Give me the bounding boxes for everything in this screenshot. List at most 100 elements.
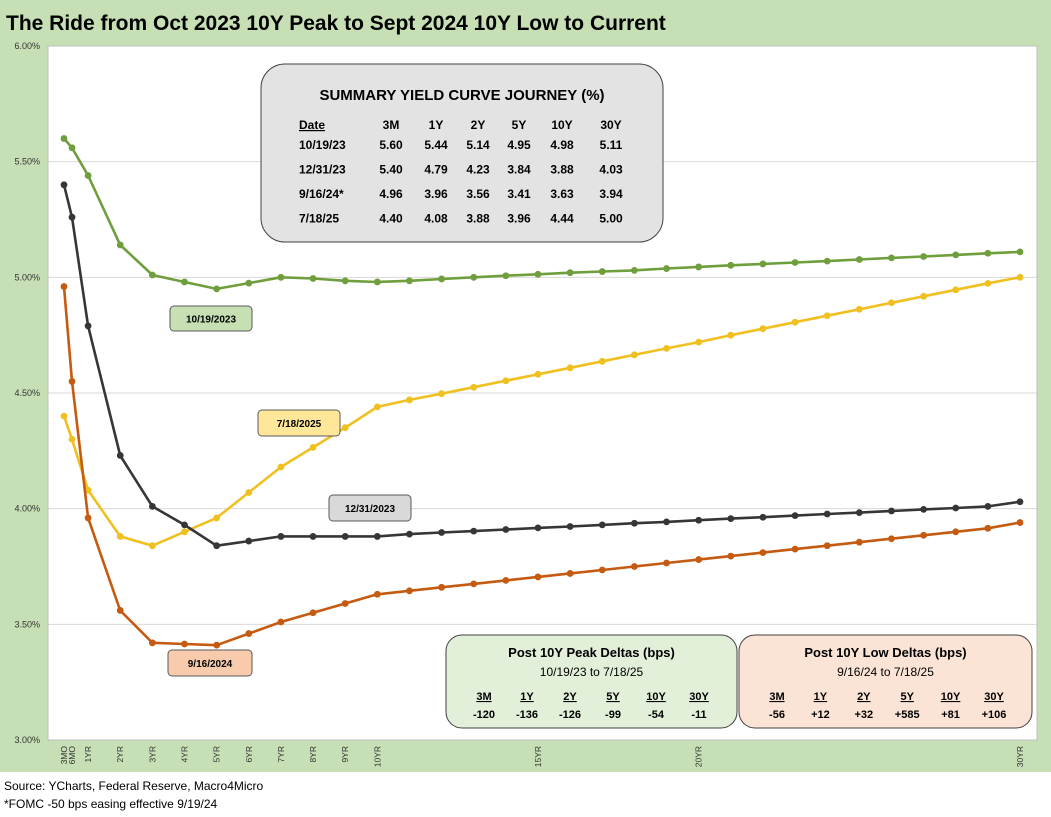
- low-deltas-box-title: Post 10Y Low Deltas (bps): [804, 645, 966, 660]
- x-tick-label-group: 3MO: [59, 746, 69, 765]
- data-point: [309, 533, 317, 540]
- summary-header: 2Y: [471, 118, 486, 132]
- data-point: [727, 331, 735, 339]
- series-line: [62, 184, 1021, 548]
- x-tick-label: 10YR: [372, 746, 382, 767]
- data-point: [888, 299, 895, 307]
- low-deltas-box-header: 30Y: [984, 691, 1004, 703]
- data-point: [373, 278, 381, 286]
- data-point: [888, 535, 895, 543]
- data-point: [181, 521, 188, 529]
- data-point: [116, 241, 124, 249]
- data-point: [502, 576, 510, 584]
- x-tick-label: 3YR: [147, 746, 157, 763]
- data-point: [663, 518, 670, 526]
- data-point: [502, 272, 510, 280]
- data-point: [984, 279, 992, 287]
- data-point: [373, 590, 381, 598]
- summary-header: Date: [299, 118, 325, 132]
- summary-cell: 4.96: [379, 187, 403, 201]
- summary-cell: 4.79: [424, 163, 448, 177]
- series-line: [62, 286, 1021, 647]
- data-point: [438, 583, 445, 591]
- summary-cell: 3.41: [507, 187, 531, 201]
- summary-header: 30Y: [600, 118, 621, 132]
- y-tick-label: 5.50%: [14, 157, 40, 167]
- summary-header: 3M: [383, 118, 400, 132]
- peak-deltas-box-header: 2Y: [563, 691, 577, 703]
- data-point: [148, 502, 156, 510]
- data-point: [598, 268, 606, 275]
- data-point: [630, 266, 638, 274]
- data-point: [823, 312, 831, 320]
- y-tick-label: 4.00%: [14, 504, 40, 514]
- data-point: [309, 443, 317, 451]
- data-point: [663, 344, 670, 352]
- data-point: [406, 587, 413, 595]
- data-point: [1016, 519, 1024, 526]
- x-tick-label: 9YR: [340, 746, 350, 763]
- series-label-box: [169, 305, 253, 332]
- x-tick-label-group: 6MO: [67, 746, 77, 765]
- y-tick-label: 6.00%: [14, 41, 40, 51]
- data-point: [341, 277, 349, 285]
- data-point: [148, 542, 156, 550]
- x-tick-label-group: 3YR: [147, 746, 157, 763]
- summary-box-title: SUMMARY YIELD CURVE JOURNEY (%): [319, 87, 604, 104]
- data-point: [759, 260, 767, 268]
- peak-deltas-box: [445, 634, 738, 729]
- data-point: [695, 516, 703, 524]
- x-tick-label-group: 30YR: [1015, 746, 1025, 767]
- y-tick-label: 3.50%: [14, 619, 40, 629]
- data-point: [984, 524, 992, 532]
- data-point: [598, 357, 606, 365]
- summary-cell: 4.98: [550, 138, 574, 152]
- data-point: [341, 424, 349, 432]
- data-point: [1016, 498, 1024, 506]
- summary-cell: 9/16/24*: [299, 187, 344, 201]
- peak-deltas-box-value: -120: [473, 709, 495, 721]
- summary-header: 1Y: [429, 118, 444, 132]
- peak-deltas-box-value: -136: [516, 709, 538, 721]
- data-point: [952, 286, 960, 294]
- data-point: [534, 270, 542, 278]
- low-deltas-box-value: +106: [982, 709, 1007, 721]
- data-point: [663, 559, 670, 567]
- data-point: [920, 292, 927, 300]
- data-point: [309, 275, 317, 282]
- data-point: [952, 504, 960, 512]
- summary-cell: 5.44: [424, 138, 448, 152]
- summary-cell: 3.94: [599, 187, 623, 201]
- summary-cell: 3.88: [550, 163, 574, 177]
- data-point: [373, 403, 381, 411]
- peak-deltas-box-header: 30Y: [689, 691, 709, 703]
- data-point: [823, 257, 831, 265]
- low-deltas-box-header: 5Y: [900, 691, 914, 703]
- y-tick-label: 4.50%: [14, 388, 40, 398]
- x-tick-label: 15YR: [533, 746, 543, 767]
- series-label-box: [257, 409, 341, 437]
- summary-cell: 3.96: [507, 212, 531, 226]
- low-deltas-box-value: -56: [769, 709, 785, 721]
- data-point: [630, 351, 638, 359]
- data-point: [695, 556, 703, 563]
- summary-cell: 10/19/23: [299, 138, 346, 152]
- peak-deltas-box-header: 10Y: [646, 691, 666, 703]
- data-point: [984, 249, 992, 257]
- data-point: [116, 452, 124, 459]
- data-point: [534, 573, 542, 581]
- data-point: [855, 305, 863, 313]
- data-point: [823, 510, 831, 518]
- summary-header: 10Y: [551, 118, 572, 132]
- data-point: [470, 580, 478, 588]
- x-tick-label: 6MO: [67, 746, 77, 765]
- data-point: [60, 283, 68, 290]
- series-label: 10/19/2023: [186, 315, 236, 326]
- x-tick-label: 7YR: [276, 746, 286, 763]
- x-tick-label-group: 9YR: [340, 746, 350, 763]
- fomc-footnote: *FOMC -50 bps easing effective 9/19/24: [4, 797, 218, 811]
- data-point: [630, 519, 638, 527]
- series-label: 9/16/2024: [188, 659, 233, 670]
- data-point: [727, 261, 735, 269]
- data-point: [373, 533, 381, 540]
